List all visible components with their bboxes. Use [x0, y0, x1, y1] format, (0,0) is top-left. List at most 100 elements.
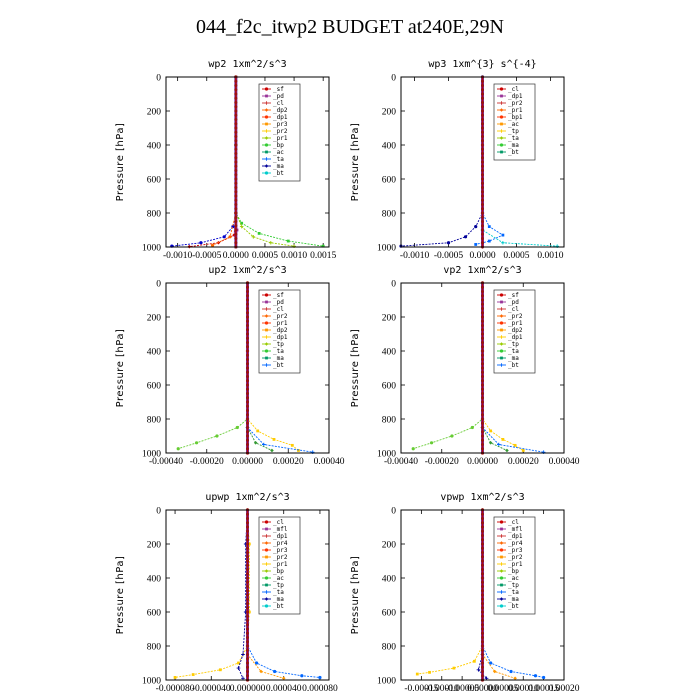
data-point	[501, 233, 505, 237]
data-point	[246, 657, 249, 661]
data-point	[234, 186, 238, 189]
legend-marker	[499, 335, 504, 339]
chart-panel-1: wp2 1xm^2/s^3 Pressure [hPa] 0 200 400 600 800…	[115, 59, 336, 261]
data-point	[300, 674, 304, 678]
data-point	[246, 294, 249, 298]
data-point	[481, 366, 484, 370]
data-point	[481, 220, 484, 223]
legend-label: _cl	[508, 306, 519, 313]
chart-panel-5: upwp 1xm^2/s^3 Pressure [hPa] 0 200 400 600 80…	[115, 492, 338, 694]
data-point	[246, 572, 249, 576]
legend-label: _dp1	[273, 334, 288, 341]
data-point	[481, 358, 484, 361]
data-point	[218, 668, 222, 672]
y-tick-label: 1000	[142, 677, 161, 687]
data-point	[254, 661, 259, 665]
data-point	[481, 232, 484, 236]
data-point	[509, 669, 513, 674]
data-point	[246, 555, 249, 559]
legend-label: _pr2	[273, 128, 288, 135]
data-point	[481, 190, 484, 194]
legend-label: _pd	[273, 299, 284, 306]
data-point	[246, 409, 249, 412]
data-point	[246, 521, 249, 525]
legend-label: _ac	[508, 575, 519, 582]
legend-label: _bp1	[508, 114, 523, 121]
legend-marker	[499, 597, 504, 601]
data-point	[246, 568, 249, 571]
data-point	[246, 438, 249, 442]
data-point	[481, 353, 484, 357]
data-point	[234, 203, 238, 206]
data-point	[481, 593, 484, 597]
y-tick-label: 200	[382, 108, 397, 118]
x-tick-label: 0.0010	[281, 251, 307, 261]
legend-label: _ac	[273, 149, 284, 156]
data-point	[246, 341, 249, 344]
data-point	[246, 597, 249, 601]
legend-marker	[264, 143, 269, 147]
legend-label: _ma	[273, 596, 284, 603]
data-point	[234, 130, 238, 134]
x-tick-label: 0.00000	[232, 457, 263, 467]
y-axis-label: Pressure [hPa]	[350, 123, 361, 202]
data-point	[234, 113, 238, 117]
data-point	[481, 580, 484, 584]
x-tick-label: 0.00015	[528, 684, 559, 694]
legend-label: _bt	[273, 603, 284, 610]
data-point	[481, 576, 484, 580]
data-point	[481, 602, 484, 605]
y-tick-label: 400	[382, 575, 397, 585]
series-line	[171, 77, 237, 247]
data-point	[246, 559, 249, 563]
legend-label: _pr3	[273, 121, 288, 128]
data-point	[246, 661, 249, 665]
y-tick-label: 800	[147, 416, 162, 426]
data-point	[481, 328, 484, 332]
data-point	[246, 619, 249, 622]
data-point	[234, 160, 238, 164]
series-line	[212, 77, 237, 246]
panel-title: vp2 1xm^2/s^3	[443, 265, 521, 276]
data-point	[481, 438, 484, 442]
legend-label: _dp2	[273, 327, 288, 334]
chart-panel-3: up2 1xm^2/s^3 Pressure [hPa] 0 200 400 600 800…	[115, 265, 345, 467]
data-point	[234, 96, 238, 100]
data-point	[286, 239, 290, 243]
data-point	[481, 109, 484, 113]
legend-label: _dp1	[508, 334, 523, 341]
data-point	[481, 118, 484, 121]
data-point	[246, 396, 249, 400]
data-point	[246, 400, 249, 404]
data-point	[247, 610, 251, 614]
legend-marker	[499, 562, 504, 566]
data-point	[234, 181, 238, 185]
legend-marker	[500, 356, 503, 360]
y-tick-label: 0	[391, 280, 396, 290]
legend-marker	[499, 321, 504, 325]
y-tick-label: 1000	[377, 677, 396, 687]
data-point	[246, 324, 249, 327]
data-point	[481, 517, 484, 520]
legend-label: _pr1	[508, 561, 523, 568]
data-point	[246, 648, 249, 652]
y-tick-label: 200	[147, 541, 162, 551]
data-point	[513, 443, 517, 447]
legend-label: _pr3	[508, 547, 523, 554]
data-point	[234, 177, 238, 181]
x-tick-label: 0.000080	[302, 684, 338, 694]
y-axis-label: Pressure [hPa]	[350, 329, 361, 408]
data-point	[481, 164, 484, 168]
data-point	[246, 319, 249, 323]
data-point	[472, 659, 476, 663]
legend-marker	[265, 150, 268, 154]
data-point	[481, 345, 484, 349]
legend-label: _cl	[508, 519, 519, 526]
y-tick-label: 600	[147, 382, 162, 392]
data-point	[281, 676, 286, 681]
data-point	[476, 668, 481, 672]
data-point	[290, 443, 294, 447]
x-tick-label: -0.00020	[190, 457, 224, 467]
data-point	[481, 198, 484, 202]
data-point	[234, 105, 238, 109]
